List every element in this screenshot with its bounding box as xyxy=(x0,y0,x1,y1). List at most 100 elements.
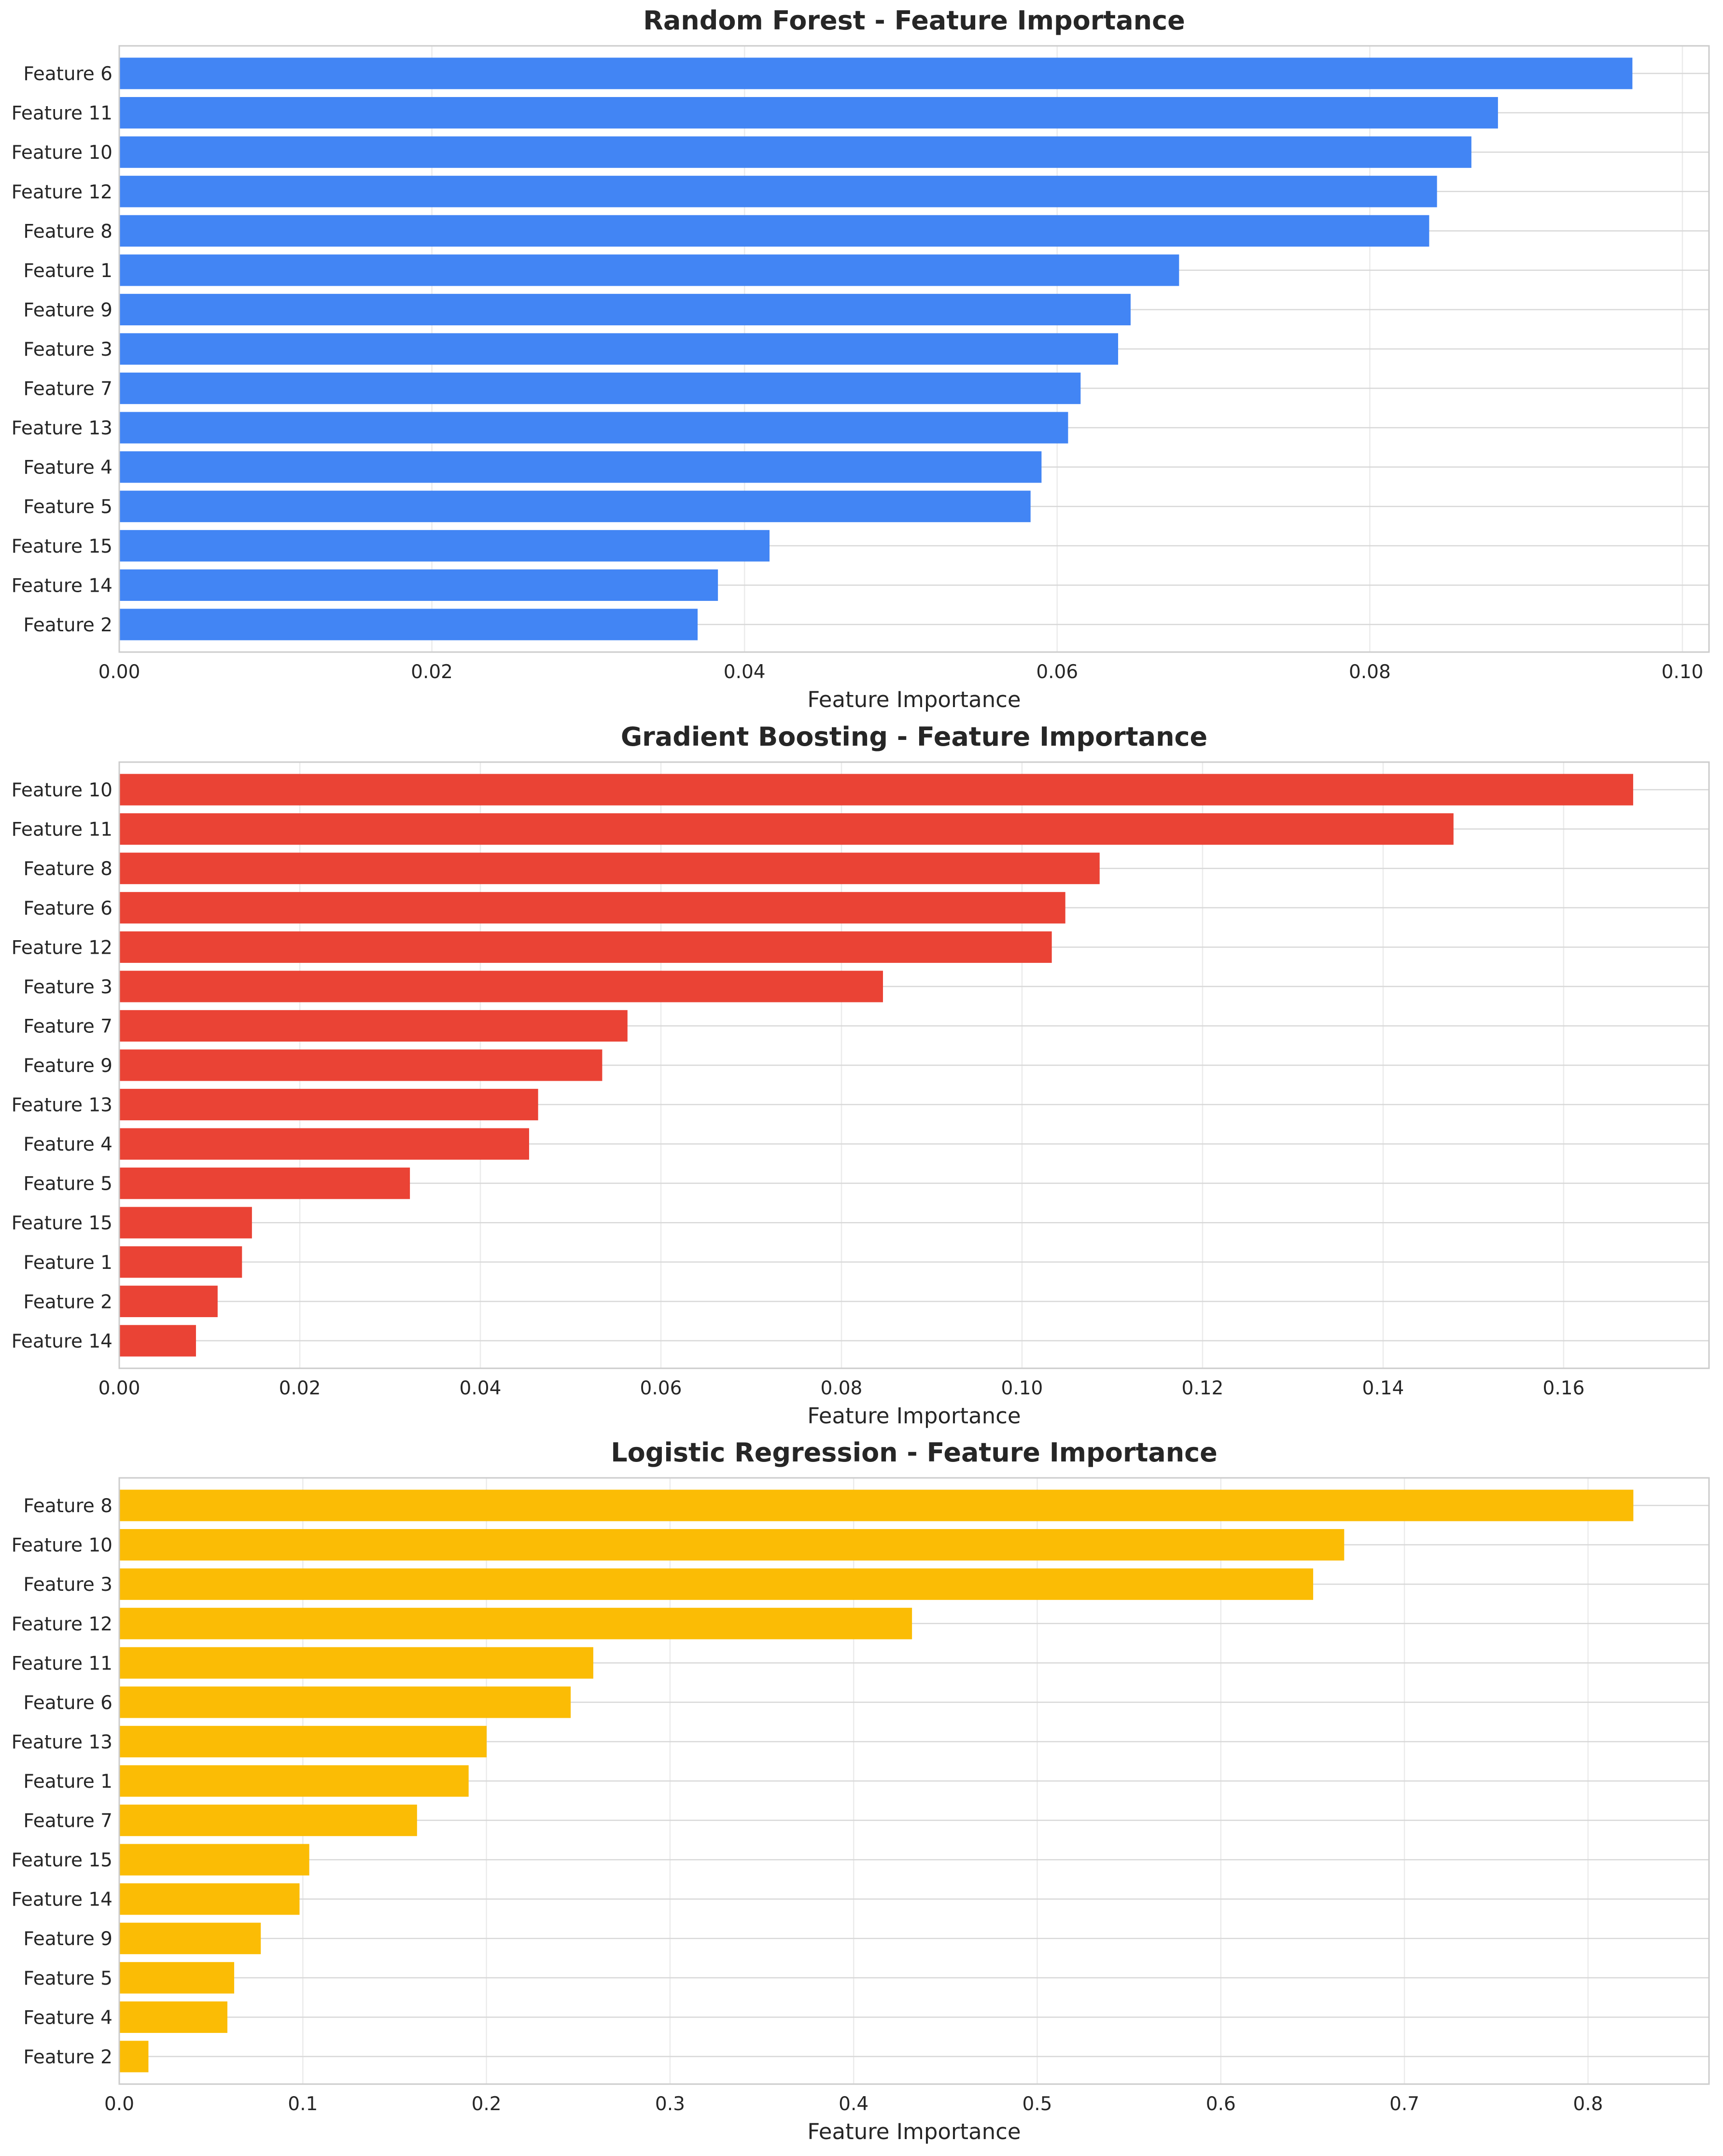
bar-feature-14 xyxy=(119,569,718,601)
bar-feature-3 xyxy=(119,1568,1314,1600)
bar-feature-6 xyxy=(119,1686,571,1718)
bar-feature-1 xyxy=(119,254,1179,286)
x-tick-label: 0.14 xyxy=(1362,1377,1404,1399)
x-tick-label: 0.7 xyxy=(1389,2093,1419,2115)
x-tick-label: 0.10 xyxy=(1662,661,1704,683)
bar-feature-4 xyxy=(119,2001,227,2033)
y-tick-label: Feature 3 xyxy=(23,976,112,998)
bar-feature-15 xyxy=(119,1207,252,1238)
bar-feature-13 xyxy=(119,1088,538,1121)
y-tick-label: Feature 15 xyxy=(12,1212,112,1234)
x-tick-label: 0.06 xyxy=(640,1377,682,1399)
bar-feature-4 xyxy=(119,451,1042,483)
bar-feature-3 xyxy=(119,971,883,1002)
bar-feature-8 xyxy=(119,852,1100,884)
y-tick-label: Feature 11 xyxy=(12,103,112,125)
y-tick-label: Feature 5 xyxy=(23,1173,112,1195)
y-tick-label: Feature 12 xyxy=(12,1614,112,1635)
y-tick-label: Feature 2 xyxy=(23,2046,112,2068)
x-tick-label: 0.00 xyxy=(98,1377,140,1399)
x-tick-label: 0.3 xyxy=(655,2093,685,2115)
x-tick-label: 0.08 xyxy=(1349,661,1391,683)
bar-feature-12 xyxy=(119,1608,912,1640)
y-tick-label: Feature 1 xyxy=(23,1252,112,1274)
y-tick-label: Feature 1 xyxy=(23,1771,112,1793)
bar-feature-12 xyxy=(119,176,1437,208)
x-tick-label: 0.16 xyxy=(1543,1377,1585,1399)
x-tick-label: 0.8 xyxy=(1573,2093,1603,2115)
bar-feature-5 xyxy=(119,1962,235,1994)
bar-feature-6 xyxy=(119,892,1065,924)
x-tick-label: 0.02 xyxy=(411,661,453,683)
bar-feature-2 xyxy=(119,609,698,640)
y-tick-label: Feature 11 xyxy=(12,819,112,841)
chart-1: Feature 6 Feature 11 Feature 10 Feature 12 F… xyxy=(12,5,1710,712)
bar-feature-11 xyxy=(119,1647,593,1679)
y-tick-label: Feature 10 xyxy=(12,1535,112,1557)
x-tick-label: 0.08 xyxy=(821,1377,863,1399)
x-tick-label: 0.10 xyxy=(1001,1377,1043,1399)
chart-3: Feature 8 Feature 10 Feature 3 Feature 12 Fe… xyxy=(12,1437,1710,2144)
x-tick-label: 0.04 xyxy=(460,1377,502,1399)
y-tick-label: Feature 3 xyxy=(23,339,112,361)
bar-feature-6 xyxy=(119,57,1633,89)
bar-feature-13 xyxy=(119,412,1068,444)
y-tick-label: Feature 13 xyxy=(12,417,112,439)
y-tick-label: Feature 14 xyxy=(12,575,112,597)
x-tick-label: 0.04 xyxy=(724,661,766,683)
x-tick-label: 0.12 xyxy=(1182,1377,1224,1399)
bar-feature-2 xyxy=(119,2041,149,2073)
y-tick-label: Feature 14 xyxy=(12,1331,112,1352)
x-tick-label: 0.0 xyxy=(104,2093,134,2115)
chart-title: Gradient Boosting - Feature Importance xyxy=(621,722,1207,752)
bar-feature-4 xyxy=(119,1128,529,1160)
bar-feature-12 xyxy=(119,931,1052,963)
bar-feature-5 xyxy=(119,1168,410,1199)
y-tick-label: Feature 6 xyxy=(23,63,112,85)
y-tick-label: Feature 15 xyxy=(12,536,112,557)
chart-title: Logistic Regression - Feature Importance xyxy=(611,1437,1218,1468)
bar-feature-14 xyxy=(119,1883,300,1915)
y-tick-label: Feature 7 xyxy=(23,1015,112,1037)
chart-title: Random Forest - Feature Importance xyxy=(643,5,1185,36)
bar-feature-15 xyxy=(119,530,770,562)
y-tick-label: Feature 12 xyxy=(12,181,112,203)
bar-feature-11 xyxy=(119,97,1498,129)
bar-feature-3 xyxy=(119,333,1119,365)
y-tick-label: Feature 12 xyxy=(12,937,112,959)
bar-feature-9 xyxy=(119,1922,261,1954)
x-tick-label: 0.5 xyxy=(1022,2093,1052,2115)
bar-feature-1 xyxy=(119,1246,242,1278)
y-tick-label: Feature 9 xyxy=(23,1928,112,1950)
chart-2: Feature 10 Feature 11 Feature 8 Feature 6 Fe… xyxy=(12,722,1710,1429)
x-tick-label: 0.06 xyxy=(1036,661,1078,683)
bar-feature-15 xyxy=(119,1844,309,1876)
bar-feature-2 xyxy=(119,1285,218,1317)
bar-feature-1 xyxy=(119,1765,469,1797)
bar-feature-9 xyxy=(119,1049,602,1081)
y-tick-label: Feature 6 xyxy=(23,1692,112,1714)
bar-feature-9 xyxy=(119,293,1131,326)
bar-feature-10 xyxy=(119,1529,1345,1561)
y-tick-label: Feature 4 xyxy=(23,457,112,479)
y-tick-label: Feature 6 xyxy=(23,898,112,919)
x-axis-label: Feature Importance xyxy=(807,1403,1021,1429)
bar-feature-7 xyxy=(119,1010,628,1042)
y-tick-label: Feature 7 xyxy=(23,378,112,400)
bar-feature-11 xyxy=(119,813,1454,845)
y-tick-label: Feature 8 xyxy=(23,858,112,880)
y-tick-label: Feature 2 xyxy=(23,614,112,636)
bar-feature-14 xyxy=(119,1325,196,1357)
bar-feature-7 xyxy=(119,1804,417,1836)
x-axis-label: Feature Importance xyxy=(807,687,1021,712)
y-tick-label: Feature 13 xyxy=(12,1095,112,1116)
plot-frame xyxy=(118,761,1710,1369)
x-tick-label: 0.1 xyxy=(288,2093,318,2115)
plot-frame xyxy=(118,45,1710,653)
y-tick-label: Feature 5 xyxy=(23,496,112,518)
y-tick-label: Feature 1 xyxy=(23,260,112,282)
y-tick-label: Feature 8 xyxy=(23,221,112,242)
bar-feature-8 xyxy=(119,215,1429,247)
x-tick-label: 0.02 xyxy=(279,1377,321,1399)
